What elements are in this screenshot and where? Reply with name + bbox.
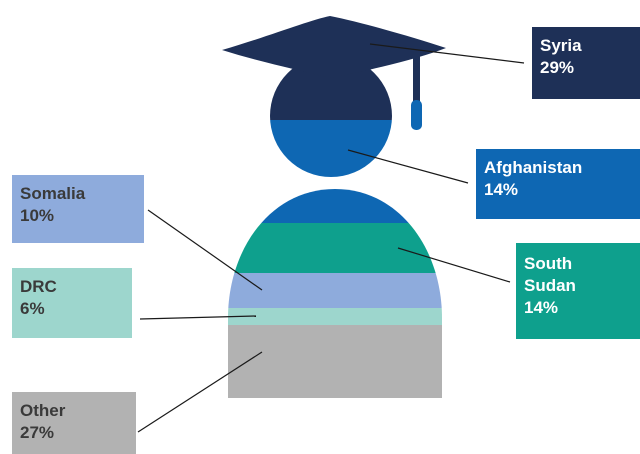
label-syria-name: Syria: [540, 36, 582, 55]
leader-somalia: [147, 209, 263, 291]
leader-south-sudan: [397, 247, 511, 283]
label-syria-value: 29%: [540, 58, 575, 77]
body: [228, 189, 442, 398]
slice-other: [228, 325, 442, 398]
label-somalia: Somalia 10%: [12, 175, 144, 243]
slice-south-sudan: [228, 223, 442, 273]
label-south-sudan-name-2: Sudan: [524, 276, 576, 295]
label-drc-name: DRC: [20, 277, 57, 296]
slice-afghanistan-body: [228, 189, 442, 223]
slice-somalia: [228, 273, 442, 308]
label-other-name: Other: [20, 401, 66, 420]
graduation-cap: [222, 16, 446, 130]
leader-drc: [139, 315, 257, 320]
label-other: Other 27%: [12, 392, 136, 454]
label-south-sudan: South Sudan 14%: [516, 243, 640, 339]
label-afghanistan-value: 14%: [484, 180, 519, 199]
label-drc-value: 6%: [20, 299, 45, 318]
tassel-end: [411, 100, 422, 130]
label-south-sudan-value: 14%: [524, 298, 559, 317]
label-other-value: 27%: [20, 423, 55, 442]
label-afghanistan-name: Afghanistan: [484, 158, 583, 177]
label-somalia-value: 10%: [20, 206, 55, 225]
label-drc: DRC 6%: [12, 268, 132, 338]
label-afghanistan: Afghanistan 14%: [476, 149, 640, 219]
tassel-cord: [413, 54, 420, 104]
slice-drc: [228, 308, 442, 325]
leader-afghanistan: [347, 149, 469, 184]
leader-syria: [369, 43, 525, 64]
label-somalia-name: Somalia: [20, 184, 86, 203]
cap-board: [222, 16, 446, 78]
leader-other: [137, 351, 263, 433]
label-syria: Syria 29%: [532, 27, 640, 99]
slice-afghanistan-head: [270, 120, 392, 177]
leader-lines: [137, 43, 525, 433]
label-south-sudan-name-1: South: [524, 254, 573, 273]
